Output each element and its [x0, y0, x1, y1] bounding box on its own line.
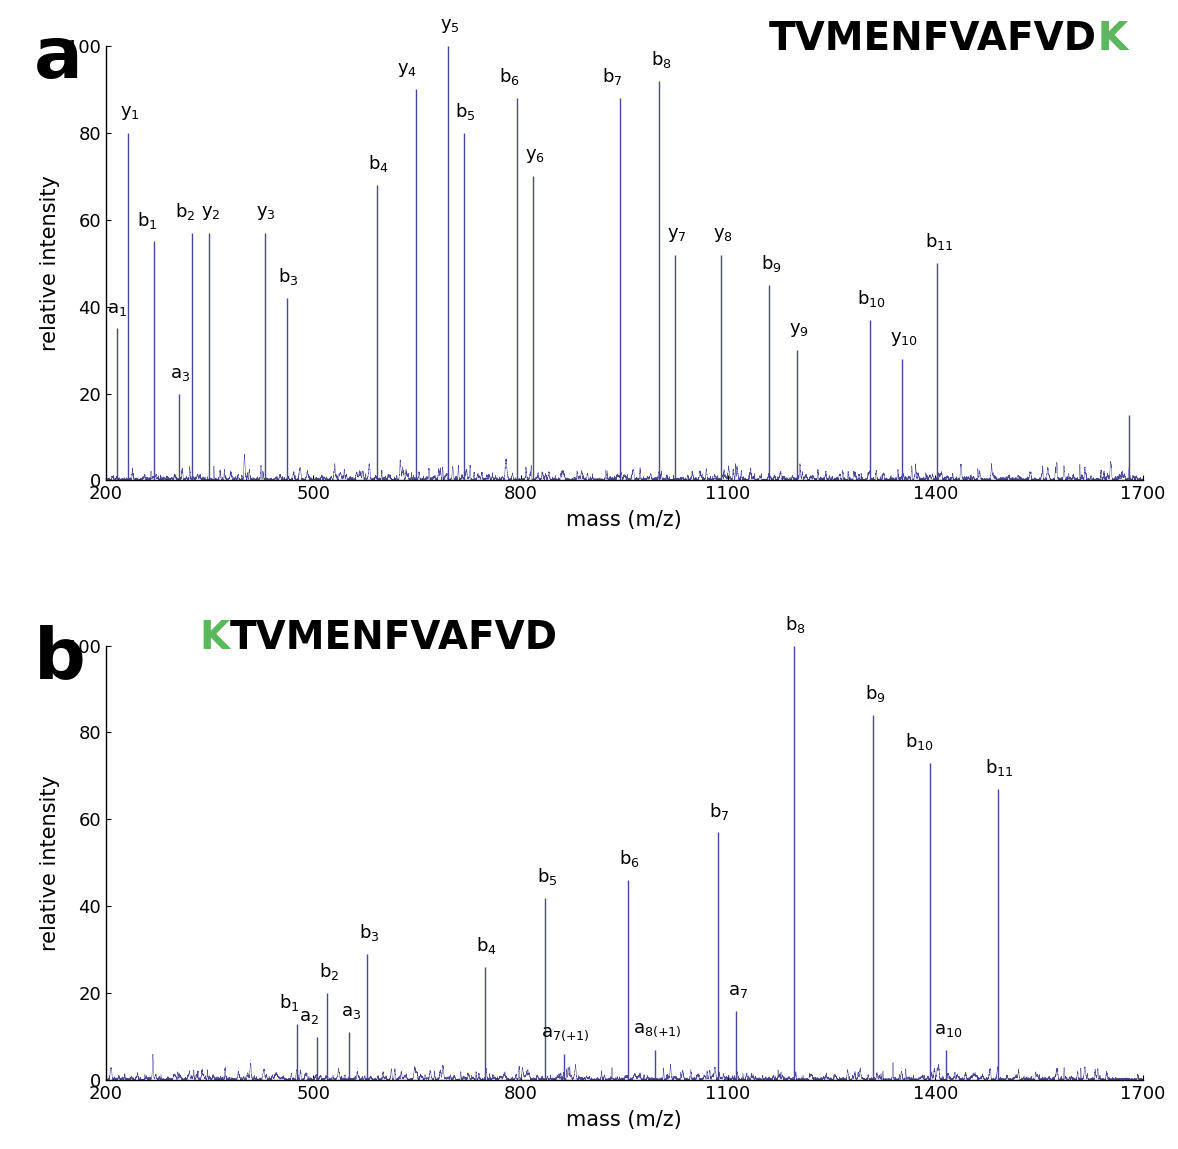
Text: $\mathregular{b_{9}}$: $\mathregular{b_{9}}$ [865, 684, 886, 704]
Text: $\mathregular{b_{9}}$: $\mathregular{b_{9}}$ [761, 253, 782, 275]
Text: $\mathregular{b_{11}}$: $\mathregular{b_{11}}$ [925, 231, 954, 253]
Text: K: K [1097, 20, 1127, 57]
Y-axis label: relative intensity: relative intensity [40, 774, 60, 950]
Text: $\mathregular{b_{2}}$: $\mathregular{b_{2}}$ [176, 201, 196, 222]
Text: $\mathregular{b_{5}}$: $\mathregular{b_{5}}$ [455, 101, 476, 122]
Text: $\mathregular{y_{4}}$: $\mathregular{y_{4}}$ [397, 61, 417, 78]
Text: $\mathregular{y_{8}}$: $\mathregular{y_{8}}$ [713, 225, 733, 244]
Text: $\mathregular{a_{3}}$: $\mathregular{a_{3}}$ [170, 364, 190, 383]
Text: $\mathregular{b_{7}}$: $\mathregular{b_{7}}$ [709, 801, 730, 822]
Text: TVMENFVAFVD: TVMENFVAFVD [769, 20, 1097, 57]
Text: b: b [33, 624, 85, 693]
Text: $\mathregular{a_{1}}$: $\mathregular{a_{1}}$ [107, 300, 127, 317]
Text: $\mathregular{y_{6}}$: $\mathregular{y_{6}}$ [525, 147, 545, 165]
Text: $\mathregular{b_{6}}$: $\mathregular{b_{6}}$ [498, 67, 519, 87]
Text: $\mathregular{b_{4}}$: $\mathregular{b_{4}}$ [476, 935, 497, 956]
Text: $\mathregular{y_{10}}$: $\mathregular{y_{10}}$ [891, 330, 919, 348]
Text: $\mathregular{a_{7(+1)}}$: $\mathregular{a_{7(+1)}}$ [542, 1025, 590, 1043]
Text: $\mathregular{a_{2}}$: $\mathregular{a_{2}}$ [298, 1008, 318, 1026]
Text: $\mathregular{b_{8}}$: $\mathregular{b_{8}}$ [650, 49, 671, 70]
Text: $\mathregular{b_{6}}$: $\mathregular{b_{6}}$ [620, 848, 641, 870]
Text: $\mathregular{y_{5}}$: $\mathregular{y_{5}}$ [439, 17, 459, 36]
X-axis label: mass (m/z): mass (m/z) [567, 1110, 682, 1129]
Text: $\mathregular{b_{1}}$: $\mathregular{b_{1}}$ [138, 209, 158, 231]
Text: $\mathregular{y_{2}}$: $\mathregular{y_{2}}$ [200, 203, 220, 222]
Y-axis label: relative intensity: relative intensity [40, 176, 60, 352]
Text: $\mathregular{b_{10}}$: $\mathregular{b_{10}}$ [858, 288, 886, 309]
X-axis label: mass (m/z): mass (m/z) [567, 510, 682, 530]
Text: $\mathregular{y_{9}}$: $\mathregular{y_{9}}$ [789, 322, 809, 339]
Text: $\mathregular{a_{3}}$: $\mathregular{a_{3}}$ [342, 1003, 362, 1021]
Text: $\mathregular{y_{3}}$: $\mathregular{y_{3}}$ [257, 203, 277, 222]
Text: $\mathregular{a_{7}}$: $\mathregular{a_{7}}$ [728, 981, 748, 1000]
Text: $\mathregular{b_{4}}$: $\mathregular{b_{4}}$ [368, 153, 389, 175]
Text: $\mathregular{y_{1}}$: $\mathregular{y_{1}}$ [120, 105, 139, 122]
Text: TVMENFVAFVD: TVMENFVAFVD [230, 619, 557, 657]
Text: $\mathregular{b_{10}}$: $\mathregular{b_{10}}$ [905, 731, 934, 751]
Text: $\mathregular{b_{5}}$: $\mathregular{b_{5}}$ [537, 865, 557, 887]
Text: K: K [199, 619, 230, 657]
Text: $\mathregular{a_{8(+1)}}$: $\mathregular{a_{8(+1)}}$ [634, 1020, 682, 1039]
Text: $\mathregular{b_{3}}$: $\mathregular{b_{3}}$ [278, 267, 299, 287]
Text: $\mathregular{b_{1}}$: $\mathregular{b_{1}}$ [279, 992, 299, 1012]
Text: K: K [1097, 20, 1127, 57]
Text: $\mathregular{b_{8}}$: $\mathregular{b_{8}}$ [786, 614, 806, 634]
Text: $\mathregular{b_{7}}$: $\mathregular{b_{7}}$ [602, 67, 622, 87]
Text: $\mathregular{b_{11}}$: $\mathregular{b_{11}}$ [985, 757, 1014, 778]
Text: $\mathregular{b_{2}}$: $\mathregular{b_{2}}$ [319, 962, 339, 982]
Text: $\mathregular{y_{7}}$: $\mathregular{y_{7}}$ [667, 225, 687, 244]
Text: $\mathregular{b_{3}}$: $\mathregular{b_{3}}$ [359, 923, 379, 943]
Text: $\mathregular{a_{10}}$: $\mathregular{a_{10}}$ [933, 1020, 962, 1039]
Text: a: a [33, 24, 82, 93]
